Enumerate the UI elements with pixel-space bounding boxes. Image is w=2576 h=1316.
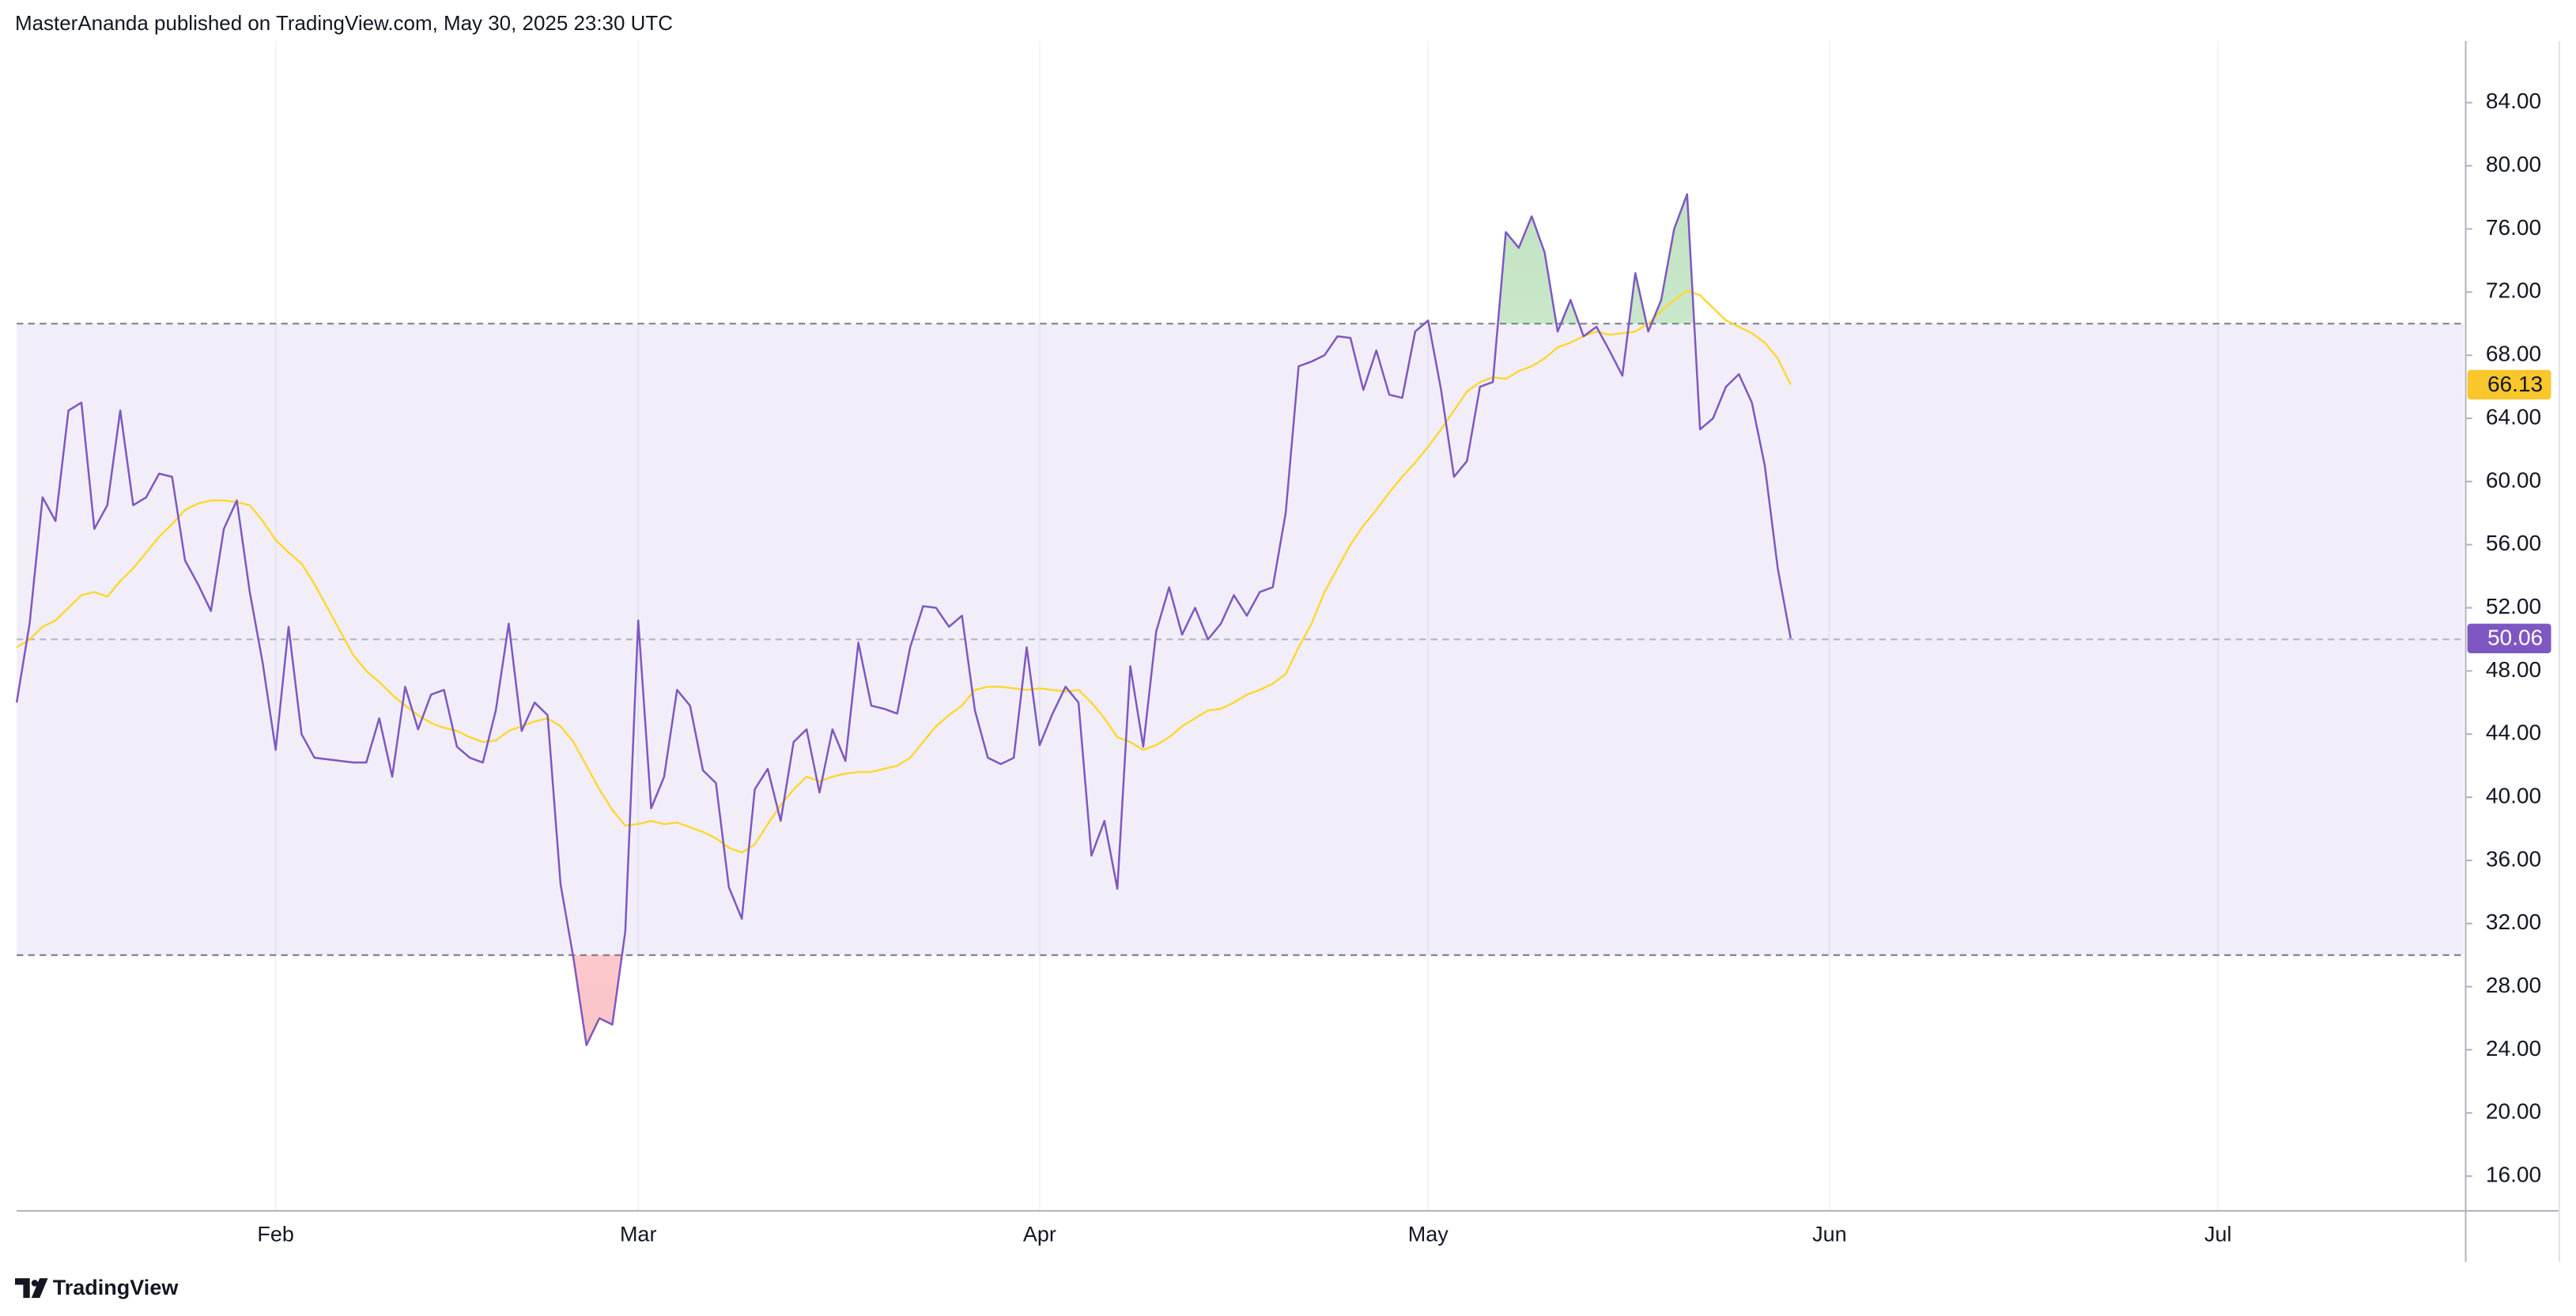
- y-tick-label: 36.00: [2486, 846, 2541, 871]
- x-tick-label: Mar: [620, 1222, 657, 1246]
- last-value-label: 66.13: [2487, 372, 2543, 396]
- logo-icon: [15, 1278, 48, 1299]
- x-tick-label: Jul: [2204, 1222, 2232, 1246]
- rsi-line: [15, 193, 1792, 1046]
- y-tick-label: 72.00: [2486, 278, 2541, 303]
- last-value-label: 50.06: [2487, 626, 2543, 650]
- y-tick-label: 52.00: [2486, 594, 2541, 618]
- y-tick-label: 16.00: [2486, 1163, 2541, 1187]
- y-tick-label: 44.00: [2486, 720, 2541, 745]
- x-tick-label: May: [1408, 1222, 1449, 1246]
- y-tick-label: 68.00: [2486, 342, 2541, 366]
- x-tick-label: Jun: [1812, 1222, 1847, 1246]
- logo-dot: [31, 1280, 39, 1287]
- y-tick-label: 84.00: [2486, 89, 2541, 113]
- y-tick-label: 80.00: [2486, 152, 2541, 176]
- tv-logo: [15, 1278, 48, 1299]
- x-tick-label: Apr: [1023, 1222, 1056, 1246]
- last-value-box: [2467, 623, 2551, 653]
- y-tick-label: 32.00: [2486, 909, 2541, 934]
- y-tick-label: 60.00: [2486, 467, 2541, 492]
- y-tick-label: 24.00: [2486, 1036, 2541, 1061]
- publish-info: MasterAnanda published on TradingView.co…: [15, 11, 673, 35]
- y-tick-label: 76.00: [2486, 215, 2541, 240]
- y-tick-label: 48.00: [2486, 657, 2541, 682]
- y-tick-label: 40.00: [2486, 783, 2541, 807]
- brand: TradingView: [53, 1276, 179, 1299]
- last-value-box: [2467, 369, 2551, 400]
- rsi-ma-line: [16, 289, 1792, 854]
- y-tick-label: 64.00: [2486, 404, 2541, 429]
- y-tick-label: 28.00: [2486, 973, 2541, 997]
- y-tick-label: 56.00: [2486, 531, 2541, 555]
- x-tick-label: Feb: [257, 1222, 294, 1246]
- y-tick-label: 20.00: [2486, 1099, 2541, 1124]
